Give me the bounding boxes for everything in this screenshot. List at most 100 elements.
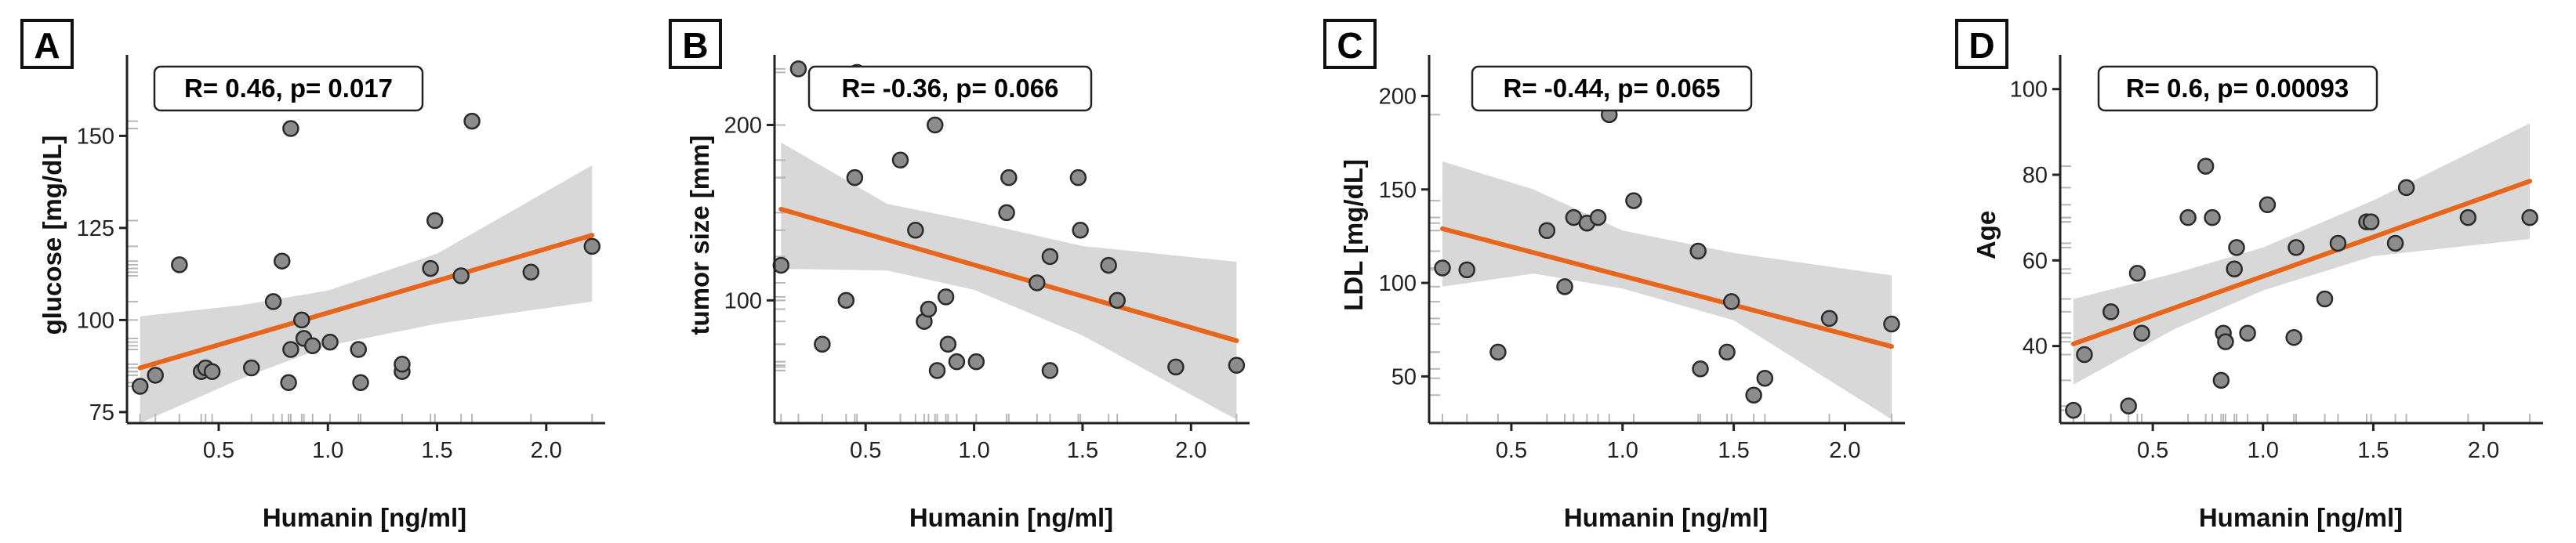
panel-b-y-tick-label: 200: [724, 114, 762, 139]
panel-a-data-point: [394, 356, 411, 373]
panel-c-data-point: [1820, 310, 1838, 328]
panel-b-data-point: [1029, 274, 1046, 291]
panel-b-data-point: [939, 335, 957, 353]
panel-d-stat-label: R= 0.6, p= 0.00093: [2126, 74, 2349, 103]
panel-c-letter: C: [1337, 25, 1362, 66]
panel-a-data-point: [350, 341, 368, 358]
panel-d-x-tick-label: 2.0: [2468, 438, 2499, 463]
panel-a-x-tick-label: 0.5: [203, 438, 234, 463]
panel-c-x-tick-label: 2.0: [1829, 438, 1860, 463]
panel-d-plot: 0.5 1.0 1.5 2.0 40 60 80 100: [2010, 55, 2543, 463]
panel-c-data-point: [1489, 343, 1507, 361]
panel-a-fit-line: [137, 233, 595, 371]
panel-a-data-point: [522, 263, 540, 281]
panel-b-letter-box: [669, 19, 722, 69]
panel-b-data-point: [928, 362, 946, 379]
panel-d-data-point: [2362, 213, 2380, 230]
panel-b-data-point: [907, 222, 924, 239]
panel-b-data-point: [1228, 357, 1246, 374]
panel-a-data-point: [426, 212, 444, 230]
panel-d-ci-band: [2073, 123, 2531, 385]
panel-b-data-point: [891, 151, 909, 169]
panel-b-stat-label: R= -0.36, p= 0.066: [841, 74, 1058, 103]
panel-c-data-point: [1434, 259, 1451, 277]
panel-d: 0.5 1.0 1.5 2.0 40 60 80 100 D Age Humanin [ng/…: [1955, 19, 2543, 532]
panel-b-data-point: [948, 353, 966, 371]
panel-d-data-point: [2397, 179, 2415, 197]
panel-d-data-point: [2239, 324, 2256, 342]
panel-a-y-tick-label: 75: [89, 400, 114, 425]
panel-b-x-tick-label: 2.0: [1175, 438, 1206, 463]
panel-a-stat-label: R= 0.46, p= 0.017: [184, 74, 393, 103]
panel-c: 0.5 1.0 1.5 2.0 50 100 150 200 C LDL [mg/dL] Hu…: [1323, 19, 1905, 532]
panel-c-stat-label: R= -0.44, p= 0.065: [1503, 74, 1720, 103]
panel-b-fit-line: [778, 206, 1239, 343]
panel-b-y-tick-label: 100: [724, 288, 762, 313]
panel-c-data-point: [1625, 192, 1642, 209]
panel-d-data-point: [2212, 371, 2230, 389]
panel-b-data-point: [1041, 362, 1059, 379]
panel-b-data-point: [1167, 358, 1185, 376]
panel-a-data-point: [452, 267, 470, 284]
panel-b-data-point: [1041, 248, 1059, 266]
panel-d-data-point: [2065, 401, 2082, 419]
panel-d-y-tick-label: 60: [2023, 248, 2048, 273]
panel-b: 0.5 1.0 1.5 2.0 100 200 B tumor size [mm] Hum…: [669, 19, 1250, 532]
panel-b-data-point: [1100, 256, 1117, 274]
panel-b-plot: 0.5 1.0 1.5 2.0 100 200: [724, 55, 1250, 463]
panel-a-data-point: [463, 112, 481, 130]
panel-b-x-tick-label: 1.5: [1067, 438, 1098, 463]
panel-c-data-point: [1745, 386, 1762, 404]
panel-a-y-tick-label: 100: [77, 308, 114, 333]
panel-b-data-point: [937, 288, 955, 306]
panel-a-data-point: [147, 367, 164, 384]
panel-b-data-point: [772, 256, 790, 274]
panel-b-data-point: [967, 353, 985, 371]
panel-b-data-point: [837, 291, 855, 310]
panel-c-data-point: [1718, 343, 1736, 361]
panel-d-y-tick-label: 40: [2023, 335, 2048, 360]
panel-d-x-tick-label: 0.5: [2137, 438, 2168, 463]
panel-a-data-point: [282, 341, 299, 358]
panel-b-data-point: [1000, 168, 1018, 186]
panel-a-y-tick-label: 125: [77, 216, 114, 241]
panel-d-data-point: [2288, 239, 2305, 256]
panel-c-letter-box: [1323, 19, 1377, 69]
panel-b-data-point: [846, 168, 864, 186]
panel-d-data-point: [2179, 208, 2197, 226]
panel-d-data-point: [2128, 264, 2146, 282]
panel-a-letter: A: [34, 25, 60, 66]
panel-b-data-point: [998, 204, 1015, 222]
panel-c-y-tick-label: 200: [1379, 84, 1417, 109]
panel-a-data-point: [321, 333, 339, 351]
panel-d-data-point: [2197, 157, 2215, 175]
panel-a-data-point: [583, 237, 601, 255]
panel-d-data-point: [2076, 346, 2093, 364]
panel-d-data-point: [2228, 239, 2245, 256]
panel-a-data-point: [203, 363, 221, 380]
panel-d-stat-box: [2097, 65, 2378, 112]
panel-a-x-tick-label: 1.0: [312, 438, 343, 463]
panel-d-data-point: [2316, 290, 2334, 308]
panel-d-data-point: [2120, 397, 2137, 414]
panel-c-data-point: [1589, 208, 1607, 226]
panel-c-data-point: [1689, 242, 1707, 260]
panel-d-fit-line: [2070, 179, 2533, 346]
panel-a-data-point: [352, 374, 369, 392]
panel-c-y-tick-label: 100: [1379, 271, 1417, 296]
panel-c-stat-box: [1471, 65, 1753, 112]
panel-c-x-tick-label: 1.5: [1718, 438, 1749, 463]
panel-a-ylabel: glucose [mg/dL]: [38, 136, 67, 335]
panel-a-x-tick-label: 1.5: [421, 438, 452, 463]
panel-d-data-point: [2285, 328, 2302, 346]
panel-d-letter: D: [1968, 25, 1994, 66]
panel-c-data-point: [1692, 360, 1709, 378]
panel-c-y-tick-label: 150: [1379, 178, 1417, 203]
panel-b-stat-box: [807, 65, 1093, 112]
panel-c-ci-band: [1442, 161, 1892, 420]
panel-b-letter: B: [682, 25, 708, 66]
panel-a-xlabel: Humanin [ng/ml]: [263, 503, 466, 532]
panel-a-data-point: [293, 311, 310, 329]
panel-d-x-tick-label: 1.5: [2357, 438, 2389, 463]
panel-b-data-point: [1069, 168, 1087, 186]
